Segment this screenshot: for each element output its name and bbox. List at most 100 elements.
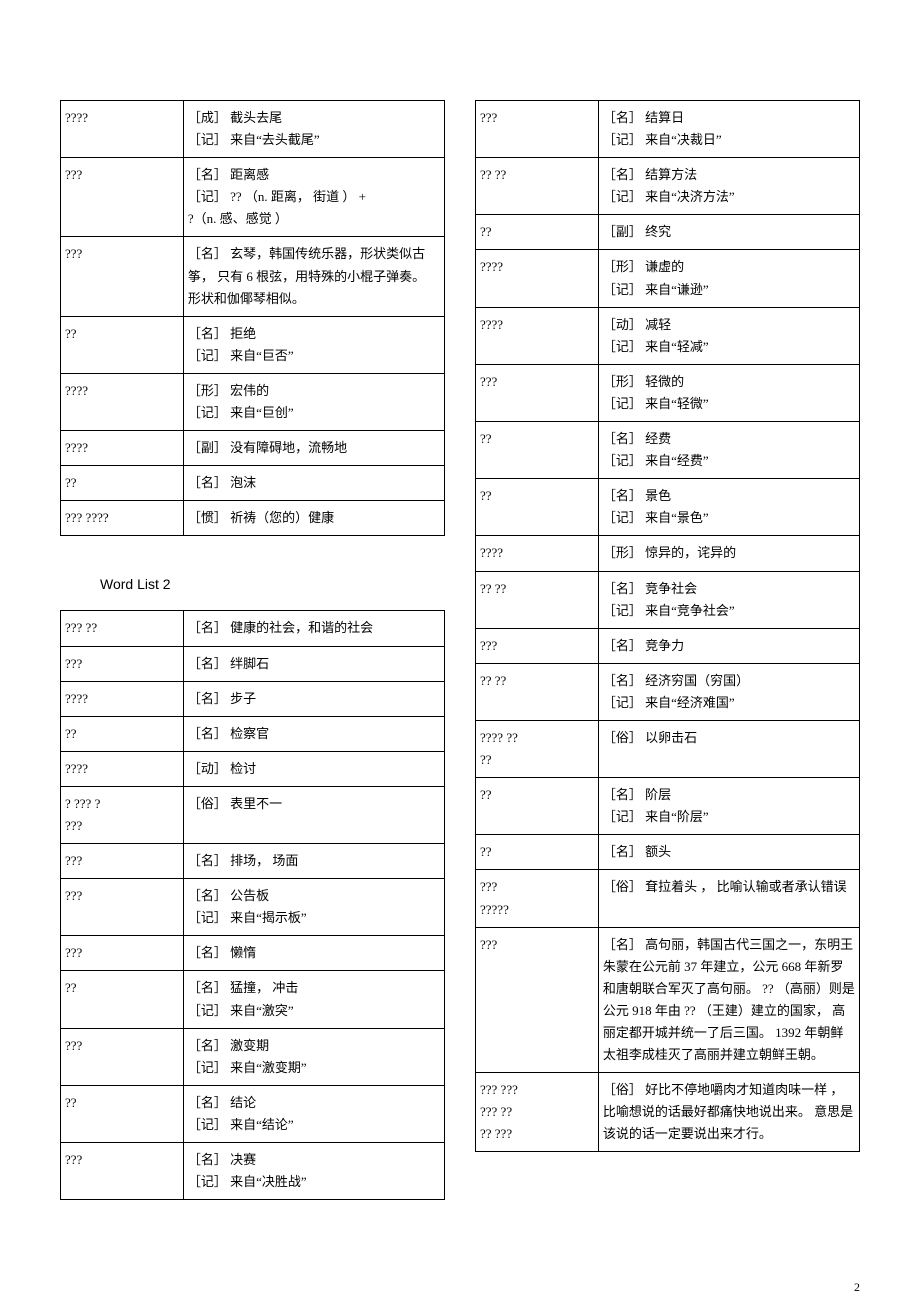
definition-cell: ［名］ 结算方法 ［记］ 来自“决济方法” (598, 158, 859, 215)
term-cell: ?? (61, 466, 184, 501)
term-cell: ?? (476, 422, 599, 479)
table-row: ????［形］ 惊异的，诧异的 (476, 536, 860, 571)
table-row: ??［名］ 泡沫 (61, 466, 445, 501)
table-row: ?? ??［名］ 经济穷国（穷国） ［记］ 来自“经济难国” (476, 663, 860, 720)
term-cell: ?? (476, 835, 599, 870)
definition-cell: ［俗］ 耷拉着头 ， 比喻认输或者承认错误 (598, 870, 859, 927)
definition-cell: ［名］ 步子 (183, 681, 444, 716)
table-row: ???［名］ 高句丽，韩国古代三国之一，东明王朱蒙在公元前 37 年建立，公元 … (476, 927, 860, 1073)
right-table: ???［名］ 结算日 ［记］ 来自“决裁日”?? ??［名］ 结算方法 ［记］ … (475, 100, 860, 1152)
table-row: ? ??? ? ???［俗］ 表里不一 (61, 786, 445, 843)
definition-cell: ［名］ 猛撞， 冲击 ［记］ 来自“激突” (183, 971, 444, 1028)
definition-cell: ［名］ 景色 ［记］ 来自“景色” (598, 479, 859, 536)
definition-cell: ［名］ 绊脚石 (183, 646, 444, 681)
term-cell: ?? (61, 1085, 184, 1142)
table-row: ????［副］ 没有障碍地，流畅地 (61, 431, 445, 466)
left-column: ????［成］ 截头去尾 ［记］ 来自“去头截尾”???［名］ 距离感 ［记］ … (60, 100, 445, 1240)
table-row: ??? ??［名］ 健康的社会，和谐的社会 (61, 611, 445, 646)
table-row: ??［名］ 拒绝 ［记］ 来自“巨否” (61, 316, 445, 373)
term-cell: ??? ?? (61, 611, 184, 646)
table-row: ????［形］ 谦虚的 ［记］ 来自“谦逊” (476, 250, 860, 307)
definition-cell: ［名］ 经济穷国（穷国） ［记］ 来自“经济难国” (598, 663, 859, 720)
table-row: ???［名］ 决赛 ［记］ 来自“决胜战” (61, 1143, 445, 1200)
table-row: ????［名］ 步子 (61, 681, 445, 716)
left-bottom-body: ??? ??［名］ 健康的社会，和谐的社会???［名］ 绊脚石????［名］ 步… (61, 611, 445, 1200)
table-row: ???［形］ 轻微的 ［记］ 来自“轻微” (476, 364, 860, 421)
term-cell: ??? (61, 1028, 184, 1085)
term-cell: ???? (61, 751, 184, 786)
table-row: ????［动］ 减轻 ［记］ 来自“轻减” (476, 307, 860, 364)
page-number: 2 (0, 1280, 920, 1315)
definition-cell: ［名］ 决赛 ［记］ 来自“决胜战” (183, 1143, 444, 1200)
term-cell: ???? (61, 681, 184, 716)
term-cell: ?? (476, 215, 599, 250)
table-row: ???［名］ 懒惰 (61, 936, 445, 971)
term-cell: ??? (61, 158, 184, 237)
definition-cell: ［俗］ 好比不停地嚼肉才知道肉味一样 ， 比喻想说的话最好都痛快地说出来。 意思… (598, 1073, 859, 1152)
left-bottom-table: ??? ??［名］ 健康的社会，和谐的社会???［名］ 绊脚石????［名］ 步… (60, 610, 445, 1200)
term-cell: ??? ??? ??? ?? ?? ??? (476, 1073, 599, 1152)
term-cell: ? ??? ? ??? (61, 786, 184, 843)
definition-cell: ［名］ 公告板 ［记］ 来自“揭示板” (183, 879, 444, 936)
term-cell: ???? (61, 101, 184, 158)
table-row: ??［名］ 额头 (476, 835, 860, 870)
table-row: ??? ????［惯］ 祈祷（您的）健康 (61, 501, 445, 536)
definition-cell: ［名］ 结算日 ［记］ 来自“决裁日” (598, 101, 859, 158)
definition-cell: ［名］ 拒绝 ［记］ 来自“巨否” (183, 316, 444, 373)
table-row: ??［名］ 景色 ［记］ 来自“景色” (476, 479, 860, 536)
definition-cell: ［动］ 减轻 ［记］ 来自“轻减” (598, 307, 859, 364)
term-cell: ??? (476, 927, 599, 1073)
table-row: ??［副］ 终究 (476, 215, 860, 250)
table-row: ???［名］ 激变期 ［记］ 来自“激变期” (61, 1028, 445, 1085)
definition-cell: ［名］ 激变期 ［记］ 来自“激变期” (183, 1028, 444, 1085)
term-cell: ??? (476, 364, 599, 421)
term-cell: ??? (61, 879, 184, 936)
definition-cell: ［形］ 宏伟的 ［记］ 来自“巨创” (183, 373, 444, 430)
section-heading: Word List 2 (100, 576, 445, 592)
term-cell: ?? ?? (476, 663, 599, 720)
term-cell: ??? (61, 844, 184, 879)
definition-cell: ［形］ 轻微的 ［记］ 来自“轻微” (598, 364, 859, 421)
term-cell: ?? (61, 971, 184, 1028)
definition-cell: ［名］ 懒惰 (183, 936, 444, 971)
term-cell: ???? (476, 536, 599, 571)
table-row: ?? ??［名］ 结算方法 ［记］ 来自“决济方法” (476, 158, 860, 215)
left-top-table: ????［成］ 截头去尾 ［记］ 来自“去头截尾”???［名］ 距离感 ［记］ … (60, 100, 445, 536)
definition-cell: ［名］ 额头 (598, 835, 859, 870)
definition-cell: ［惯］ 祈祷（您的）健康 (183, 501, 444, 536)
term-cell: ??? ???? (61, 501, 184, 536)
term-cell: ???? (476, 250, 599, 307)
page: ????［成］ 截头去尾 ［记］ 来自“去头截尾”???［名］ 距离感 ［记］ … (0, 0, 920, 1280)
definition-cell: ［名］ 检察官 (183, 716, 444, 751)
definition-cell: ［名］ 竞争力 (598, 628, 859, 663)
definition-cell: ［名］ 结论 ［记］ 来自“结论” (183, 1085, 444, 1142)
definition-cell: ［成］ 截头去尾 ［记］ 来自“去头截尾” (183, 101, 444, 158)
term-cell: ???? (61, 373, 184, 430)
table-row: ??? ?????［俗］ 耷拉着头 ， 比喻认输或者承认错误 (476, 870, 860, 927)
table-row: ????［形］ 宏伟的 ［记］ 来自“巨创” (61, 373, 445, 430)
term-cell: ??? (61, 237, 184, 316)
definition-cell: ［形］ 谦虚的 ［记］ 来自“谦逊” (598, 250, 859, 307)
right-body: ???［名］ 结算日 ［记］ 来自“决裁日”?? ??［名］ 结算方法 ［记］ … (476, 101, 860, 1152)
term-cell: ??? (476, 628, 599, 663)
table-row: ???? ?? ??［俗］ 以卵击石 (476, 720, 860, 777)
table-row: ??［名］ 经费 ［记］ 来自“经费” (476, 422, 860, 479)
table-row: ???［名］ 结算日 ［记］ 来自“决裁日” (476, 101, 860, 158)
definition-cell: ［副］ 没有障碍地，流畅地 (183, 431, 444, 466)
term-cell: ???? (476, 307, 599, 364)
table-row: ??［名］ 阶层 ［记］ 来自“阶层” (476, 778, 860, 835)
term-cell: ?? (61, 716, 184, 751)
term-cell: ?? ?? (476, 158, 599, 215)
definition-cell: ［名］ 高句丽，韩国古代三国之一，东明王朱蒙在公元前 37 年建立，公元 668… (598, 927, 859, 1073)
table-row: ???［名］ 距离感 ［记］ ?? （n. 距离， 街道 ） + ?（n. 感、… (61, 158, 445, 237)
term-cell: ?? ?? (476, 571, 599, 628)
table-row: ???［名］ 竞争力 (476, 628, 860, 663)
table-row: ????［成］ 截头去尾 ［记］ 来自“去头截尾” (61, 101, 445, 158)
definition-cell: ［俗］ 以卵击石 (598, 720, 859, 777)
definition-cell: ［名］ 健康的社会，和谐的社会 (183, 611, 444, 646)
term-cell: ???? (61, 431, 184, 466)
table-row: ???［名］ 绊脚石 (61, 646, 445, 681)
right-column: ???［名］ 结算日 ［记］ 来自“决裁日”?? ??［名］ 结算方法 ［记］ … (475, 100, 860, 1240)
term-cell: ??? ????? (476, 870, 599, 927)
definition-cell: ［俗］ 表里不一 (183, 786, 444, 843)
